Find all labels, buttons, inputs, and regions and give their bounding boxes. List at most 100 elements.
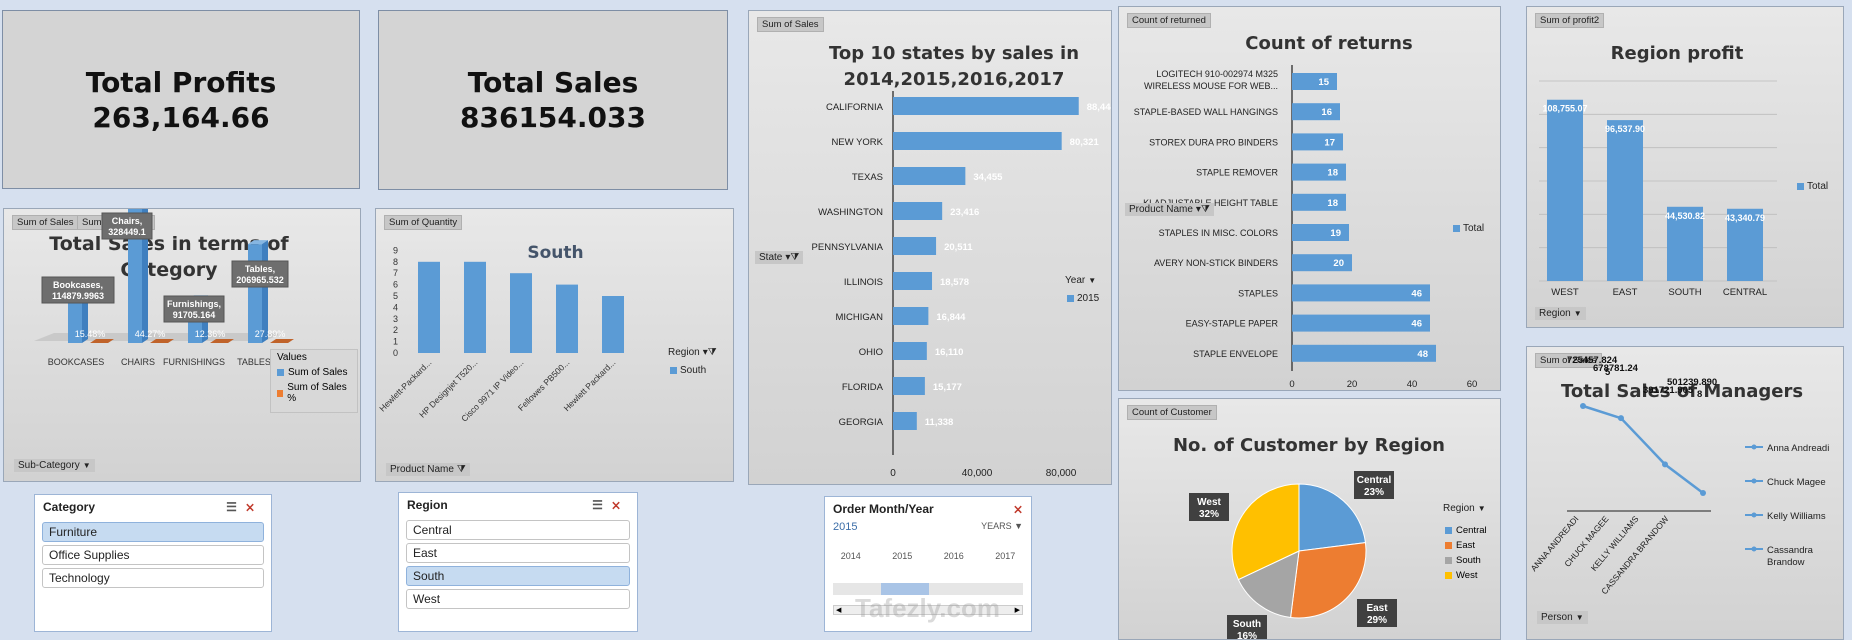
category-slicer[interactable]: Category ☰⨯ Furniture Office Supplies Tec… bbox=[34, 494, 272, 632]
pct-bar bbox=[90, 339, 114, 343]
clear-filter-icon[interactable]: ⨯ bbox=[610, 498, 629, 512]
slicer-item-technology[interactable]: Technology bbox=[42, 568, 264, 588]
bar bbox=[893, 97, 1079, 115]
legend-marker bbox=[1751, 512, 1757, 518]
watermark: Tafezly.com bbox=[855, 593, 1000, 623]
legend-item: West bbox=[1445, 570, 1487, 581]
multi-select-icon[interactable]: ☰ bbox=[592, 498, 611, 512]
value-label: 18,578 bbox=[940, 277, 969, 288]
state-label: TEXAS bbox=[852, 172, 883, 183]
year-filter[interactable]: Year ▼ bbox=[1065, 275, 1097, 286]
bar bbox=[602, 296, 624, 353]
customer-region-chart[interactable]: Count of Customer No. of Customer by Reg… bbox=[1118, 398, 1501, 640]
order-month-timeline[interactable]: Order Month/Year ⨯ 2015 YEARS ▼ 2014 2015… bbox=[824, 496, 1032, 632]
sum-of-sales-tag[interactable]: Sum of Sales bbox=[1535, 353, 1602, 368]
slicer-item-south[interactable]: South bbox=[406, 566, 630, 586]
timeline-bar[interactable] bbox=[833, 583, 1023, 595]
multi-select-icon[interactable]: ☰ bbox=[226, 500, 245, 514]
y-tick-label: 2 bbox=[393, 325, 398, 335]
value-label: 17 bbox=[1324, 137, 1335, 148]
value-label: 44,530.82 bbox=[1665, 211, 1705, 221]
sub-category-filter[interactable]: Sub-Category ▼ bbox=[14, 459, 95, 472]
south-quantity-chart[interactable]: Sum of Quantity South 0 1 2 3 4 5 6 7 8 9 Hewlett-… bbox=[375, 208, 734, 482]
y-tick-label: 0 bbox=[393, 348, 398, 358]
bar-top bbox=[248, 240, 268, 245]
pie-label-name: West bbox=[1197, 497, 1221, 508]
callout-value: 114879.9963 bbox=[52, 291, 104, 301]
clear-filter-icon[interactable]: ⨯ bbox=[244, 500, 263, 514]
y-tick-label: 1 bbox=[393, 337, 398, 347]
bar bbox=[893, 377, 925, 395]
callout-label: Bookcases, bbox=[53, 280, 103, 290]
value-label: 20 bbox=[1333, 258, 1344, 269]
bar bbox=[1292, 193, 1346, 211]
value-label: 96,537.90 bbox=[1605, 124, 1645, 134]
callout-label: Tables, bbox=[245, 264, 275, 274]
bar bbox=[1607, 120, 1643, 281]
returns-chart[interactable]: Count of returned Count of returns 15 LOG… bbox=[1118, 6, 1501, 391]
year-legend: 2015 bbox=[1067, 293, 1099, 304]
slicer-item-west[interactable]: West bbox=[406, 589, 630, 609]
scroll-left-icon[interactable]: ◀ bbox=[836, 607, 842, 614]
customer-chart-title: No. of Customer by Region bbox=[1172, 435, 1445, 456]
scroll-right-icon[interactable]: ▶ bbox=[1014, 607, 1020, 614]
region-legend-filter[interactable]: Region ▼ bbox=[1443, 503, 1486, 514]
callout-box bbox=[163, 295, 225, 323]
value-label: 88,444 bbox=[1087, 102, 1112, 113]
region-profit-chart[interactable]: Sum of profit2 Region profit 108,755.07 W… bbox=[1526, 6, 1844, 328]
category-plot: 15.48% BOOKCASES 44.27% CHAIRS 12.36% FURNISH… bbox=[34, 209, 294, 367]
value-label: 391721.905 bbox=[1643, 385, 1694, 396]
category-label: EAST bbox=[1613, 287, 1638, 298]
bar bbox=[1292, 314, 1430, 332]
timeline-scrollbar[interactable]: ◀ ▶ bbox=[833, 605, 1023, 615]
region-filter[interactable]: Region ▼ bbox=[1535, 307, 1586, 320]
callout-box bbox=[101, 212, 153, 240]
pct-bar bbox=[210, 339, 234, 343]
region-profit-legend: Total bbox=[1797, 181, 1828, 192]
value-label: 20,511 bbox=[944, 242, 973, 253]
total-sales-title: Total Sales bbox=[467, 66, 639, 99]
pct-label: 12.36% bbox=[195, 329, 226, 339]
timeline-level-selector[interactable]: YEARS ▼ bbox=[981, 521, 1023, 531]
sum-of-sales-tag[interactable]: Sum of Sales bbox=[757, 17, 824, 32]
state-filter[interactable]: State ▾⧩ bbox=[755, 251, 804, 264]
timeline-tick: 2014 bbox=[840, 551, 861, 561]
y-tick-label: 4 bbox=[393, 302, 398, 312]
sum-of-quantity-tag[interactable]: Sum of Quantity bbox=[384, 215, 463, 230]
category-label: WEST bbox=[1551, 287, 1579, 298]
slicer-item-office-supplies[interactable]: Office Supplies bbox=[42, 545, 264, 565]
total-sales-value: 836154.033 bbox=[460, 101, 646, 134]
region-profit-plot: 108,755.07 WEST 96,537.90 EAST 44,530.82 SOUT… bbox=[1539, 80, 1777, 298]
returns-chart-title: Count of returns bbox=[1245, 33, 1413, 54]
managers-sales-chart[interactable]: Sum of Sales Total Sales of Managers 725… bbox=[1526, 346, 1844, 640]
sum-of-profit2-tag[interactable]: Sum of profit2 bbox=[1535, 13, 1605, 28]
category-sales-chart[interactable]: Sum of Sales Sum of Sales % Total Sales … bbox=[3, 208, 361, 482]
state-label: OHIO bbox=[859, 347, 883, 358]
region-slicer[interactable]: Region ☰⨯ Central East South West bbox=[398, 492, 638, 632]
bar-side bbox=[262, 240, 268, 343]
slicer-item-central[interactable]: Central bbox=[406, 520, 630, 540]
count-of-customer-tag[interactable]: Count of Customer bbox=[1127, 405, 1217, 420]
filter-icon: ▾⧩ bbox=[1195, 204, 1210, 215]
category-label: CHAIRS bbox=[121, 357, 155, 367]
category-label: BOOKCASES bbox=[48, 357, 105, 367]
product-label: STOREX DURA PRO BINDERS bbox=[1149, 137, 1278, 147]
timeline-selected-year: 2015 bbox=[833, 521, 858, 533]
timeline-selection[interactable] bbox=[881, 583, 929, 595]
value-label: 725457.824 bbox=[1567, 355, 1618, 366]
top-states-chart[interactable]: Sum of Sales Top 10 states by sales in 2… bbox=[748, 10, 1112, 485]
legend-label: Brandow bbox=[1767, 557, 1805, 568]
product-label: STAPLE ENVELOPE bbox=[1193, 349, 1278, 359]
slicer-item-east[interactable]: East bbox=[406, 543, 630, 563]
x-tick-label: 20 bbox=[1347, 379, 1358, 390]
pie-label-name: Central bbox=[1357, 475, 1392, 486]
product-name-filter[interactable]: Product Name ⧩ bbox=[386, 463, 470, 476]
product-name-filter[interactable]: Product Name ▾⧩ bbox=[1125, 203, 1214, 216]
region-legend-filter[interactable]: Region ▾⧩ bbox=[668, 347, 717, 358]
count-of-returned-tag[interactable]: Count of returned bbox=[1127, 13, 1211, 28]
person-filter[interactable]: Person ▼ bbox=[1537, 611, 1588, 624]
clear-filter-icon[interactable]: ⨯ bbox=[1012, 502, 1023, 516]
state-label: WASHINGTON bbox=[818, 207, 883, 218]
slicer-item-furniture[interactable]: Furniture bbox=[42, 522, 264, 542]
value-label: 108,755.07 bbox=[1542, 104, 1587, 114]
